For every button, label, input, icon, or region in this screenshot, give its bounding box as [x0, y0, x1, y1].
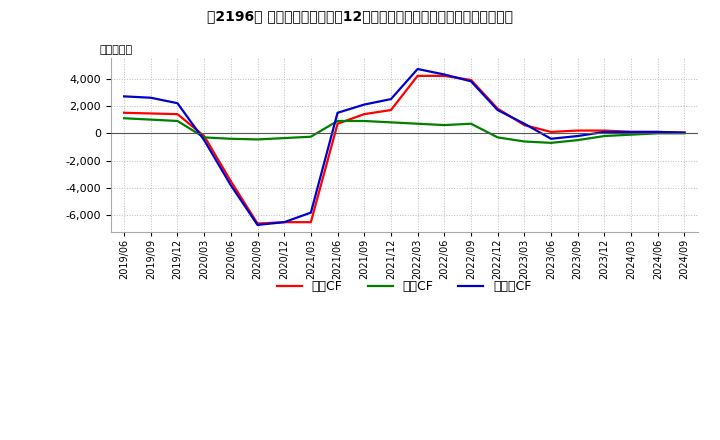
投資CF: [227, 136, 235, 141]
営業CF: [387, 107, 395, 113]
投資CF: [360, 118, 369, 124]
フリーCF: [200, 137, 209, 143]
営業CF: [146, 111, 155, 116]
フリーCF: [440, 72, 449, 77]
投資CF: [333, 118, 342, 124]
投資CF: [387, 120, 395, 125]
フリーCF: [546, 136, 555, 141]
フリーCF: [520, 121, 528, 126]
フリーCF: [387, 96, 395, 102]
投資CF: [493, 135, 502, 140]
フリーCF: [253, 222, 262, 227]
投資CF: [520, 139, 528, 144]
投資CF: [600, 133, 608, 139]
投資CF: [413, 121, 422, 126]
投資CF: [120, 116, 128, 121]
営業CF: [654, 129, 662, 135]
営業CF: [680, 130, 689, 135]
フリーCF: [627, 129, 636, 135]
営業CF: [120, 110, 128, 115]
営業CF: [227, 179, 235, 184]
フリーCF: [467, 79, 475, 84]
Line: 営業CF: 営業CF: [124, 76, 685, 224]
フリーCF: [573, 133, 582, 139]
Line: 投資CF: 投資CF: [124, 118, 685, 143]
投資CF: [200, 135, 209, 140]
営業CF: [333, 121, 342, 126]
フリーCF: [654, 129, 662, 135]
営業CF: [200, 133, 209, 139]
Text: 【2196】 キャッシュフローの12か月移動合計の対前年同期増減額の推移: 【2196】 キャッシュフローの12か月移動合計の対前年同期増減額の推移: [207, 9, 513, 23]
フリーCF: [280, 220, 289, 225]
営業CF: [627, 129, 636, 135]
営業CF: [413, 73, 422, 78]
Legend: 営業CF, 投資CF, フリーCF: 営業CF, 投資CF, フリーCF: [271, 275, 537, 298]
フリーCF: [173, 101, 181, 106]
投資CF: [440, 122, 449, 128]
フリーCF: [413, 66, 422, 72]
営業CF: [467, 77, 475, 83]
フリーCF: [227, 183, 235, 188]
投資CF: [573, 137, 582, 143]
営業CF: [360, 111, 369, 117]
投資CF: [654, 131, 662, 136]
営業CF: [280, 220, 289, 225]
投資CF: [146, 117, 155, 122]
営業CF: [493, 106, 502, 111]
営業CF: [546, 129, 555, 135]
投資CF: [680, 131, 689, 136]
フリーCF: [120, 94, 128, 99]
Y-axis label: （百万円）: （百万円）: [99, 44, 132, 55]
営業CF: [173, 111, 181, 117]
投資CF: [467, 121, 475, 126]
投資CF: [173, 118, 181, 124]
投資CF: [627, 132, 636, 137]
フリーCF: [493, 107, 502, 113]
営業CF: [600, 128, 608, 133]
フリーCF: [307, 210, 315, 215]
営業CF: [253, 221, 262, 226]
投資CF: [280, 136, 289, 141]
営業CF: [573, 128, 582, 133]
Line: フリーCF: フリーCF: [124, 69, 685, 225]
投資CF: [546, 140, 555, 146]
フリーCF: [333, 110, 342, 115]
フリーCF: [360, 102, 369, 107]
フリーCF: [680, 130, 689, 135]
営業CF: [440, 73, 449, 78]
投資CF: [307, 134, 315, 139]
フリーCF: [600, 129, 608, 135]
営業CF: [520, 122, 528, 128]
営業CF: [307, 220, 315, 225]
投資CF: [253, 137, 262, 142]
フリーCF: [146, 95, 155, 100]
